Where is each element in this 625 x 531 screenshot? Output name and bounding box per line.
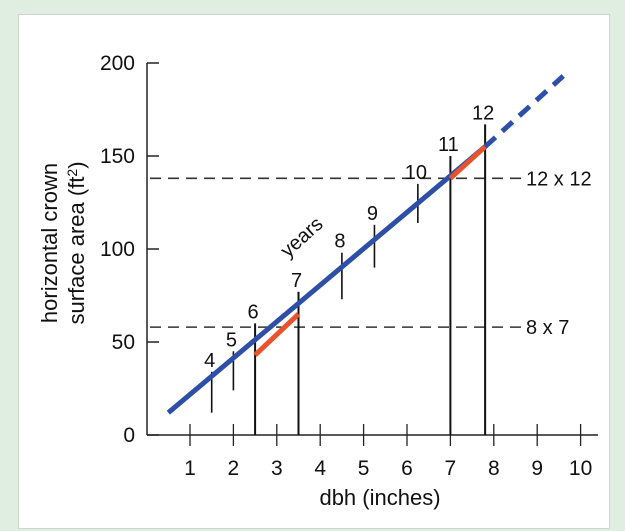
highlighted-segment [253, 312, 301, 357]
reference-line-label: 12 x 12 [526, 168, 592, 190]
y-axis-title-superscript: 2 [64, 169, 80, 177]
year-marker-bars: 456 7 89 10 11 12 [204, 102, 494, 435]
year-marker-label: 7 [291, 270, 302, 292]
x-axis-title: dbh (inches) [319, 485, 440, 510]
y-tick-label: 0 [123, 424, 135, 447]
year-marker-label: 12 [472, 102, 494, 124]
y-axis-title-close: ) [64, 161, 89, 168]
y-tick-label: 150 [100, 145, 135, 168]
y-tick-label: 50 [112, 331, 135, 354]
year-marker-label: 4 [204, 350, 215, 372]
year-marker-label: 8 [334, 231, 345, 253]
chart-panel [18, 14, 610, 529]
x-tick-label: 1 [184, 457, 196, 480]
x-tick-label: 3 [271, 457, 283, 480]
trend-line [166, 144, 487, 415]
y-tick-label: 100 [100, 238, 135, 261]
y-tick-label: 200 [100, 52, 135, 75]
data-series [166, 74, 565, 415]
x-tick-label: 5 [358, 457, 370, 480]
reference-line-label: 8 x 7 [526, 317, 569, 339]
year-marker-label: 11 [438, 134, 459, 156]
x-tick-label: 9 [531, 457, 543, 480]
axes [146, 63, 598, 436]
y-axis-title-text: surface area (ft [64, 177, 89, 325]
year-marker-label: 10 [405, 162, 427, 184]
x-tick-label: 6 [401, 457, 413, 480]
highlighted-segment [448, 144, 487, 181]
year-marker-label: 6 [248, 301, 259, 323]
years-annotation: years [276, 213, 327, 262]
y-axis-title: horizontal crown [37, 163, 62, 323]
x-tick-label: 2 [228, 457, 240, 480]
projected-trend-line [483, 74, 565, 149]
x-tick-label: 7 [445, 457, 457, 480]
x-tick-label: 4 [314, 457, 326, 480]
x-tick-label: 10 [569, 457, 592, 480]
year-marker-label: 9 [367, 203, 378, 225]
x-tick-label: 8 [488, 457, 500, 480]
reference-lines: 12 x 12 8 x 7 [150, 168, 592, 339]
year-marker-label: 5 [226, 329, 237, 351]
y-axis-title-line2: surface area (ft2) [64, 161, 89, 324]
tick-marks [147, 62, 582, 446]
